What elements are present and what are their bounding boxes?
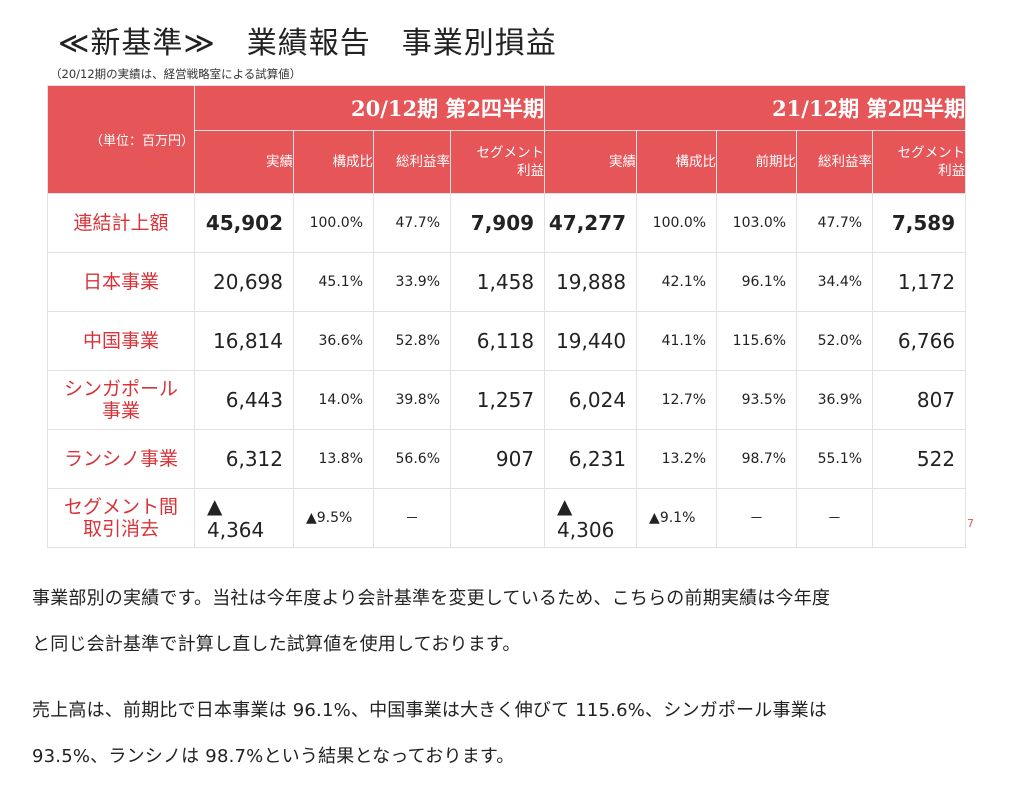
table-cell: 33.9% bbox=[373, 252, 451, 312]
slide-title: ≪新基準≫ 業績報告 事業別損益 bbox=[58, 26, 557, 61]
col-header-curr-3: 総利益率 bbox=[796, 130, 874, 194]
row-label: シンガポール 事業 bbox=[47, 370, 195, 430]
table-cell: 52.0% bbox=[796, 311, 874, 371]
table-cell: 52.8% bbox=[373, 311, 451, 371]
table-row: 中国事業 16,814 36.6% 52.8% 6,118 19,440 41.1% 115.… bbox=[47, 311, 967, 371]
table-cell: 96.1% bbox=[716, 252, 798, 312]
table-cell: 115.6% bbox=[716, 311, 798, 371]
table-row: 連結計上額 45,902 100.0% 47.7% 7,909 47,277 100.0% 1… bbox=[47, 193, 967, 253]
table-cell: 39.8% bbox=[373, 370, 451, 430]
table-cell: 36.9% bbox=[796, 370, 874, 430]
article-paragraph-2-line-1: 売上高は、前期比で日本事業は 96.1%、中国事業は大きく伸びて 115.6%、… bbox=[32, 700, 828, 721]
table-cell: ▲9.5% bbox=[293, 488, 374, 548]
table-row: ランシノ事業 6,312 13.8% 56.6% 907 6,231 13.2% 98.7% 5… bbox=[47, 429, 967, 489]
table-row: セグメント間 取引消去 ▲ 4,364 ▲9.5% － ▲ 4,306 ▲9.1% －－ bbox=[47, 488, 967, 548]
table-cell: ▲9.1% bbox=[636, 488, 718, 548]
table-cell: 103.0% bbox=[716, 193, 798, 253]
table-cell: 13.2% bbox=[636, 429, 718, 489]
table-cell: 13.8% bbox=[293, 429, 374, 489]
table-cell: 19,440 bbox=[544, 311, 638, 371]
table-cell: 6,766 bbox=[872, 311, 967, 371]
table-cell: 47.7% bbox=[796, 193, 874, 253]
table-cell: 20,698 bbox=[194, 252, 294, 312]
slide-note: （20/12期の実績は、経営戦略室による試算値） bbox=[50, 67, 302, 81]
table-cell: 1,458 bbox=[449, 252, 546, 312]
table-cell: 6,024 bbox=[544, 370, 638, 430]
article-paragraph-1-line-1: 事業部別の実績です。当社は今年度より会計基準を変更しているため、こちらの前期実績… bbox=[32, 588, 831, 609]
table-cell: 45.1% bbox=[293, 252, 374, 312]
table-cell: 100.0% bbox=[293, 193, 374, 253]
table-cell: 55.1% bbox=[796, 429, 874, 489]
table-cell: ▲ 4,306 bbox=[544, 488, 638, 548]
table-cell: 7,589 bbox=[872, 193, 967, 253]
period-header-curr: 21/12期 第2四半期 bbox=[544, 85, 967, 131]
col-header-curr-2: 前期比 bbox=[716, 130, 798, 194]
col-header-prev-2: 総利益率 bbox=[373, 130, 451, 194]
table-cell: 6,118 bbox=[449, 311, 546, 371]
table-cell: － bbox=[373, 488, 451, 548]
row-label: 連結計上額 bbox=[47, 193, 195, 253]
table-cell: 41.1% bbox=[636, 311, 718, 371]
table-cell bbox=[872, 488, 967, 548]
col-header-prev-3: セグメント 利益 bbox=[449, 130, 546, 194]
article-paragraph-2-line-2: 93.5%、ランシノは 98.7%という結果となっております。 bbox=[32, 746, 515, 767]
table-cell: 6,231 bbox=[544, 429, 638, 489]
col-header-curr-0: 実績 bbox=[544, 130, 638, 194]
table-cell: － bbox=[716, 488, 798, 548]
row-label: セグメント間 取引消去 bbox=[47, 488, 195, 548]
table-cell: 45,902 bbox=[194, 193, 294, 253]
table-cell: 56.6% bbox=[373, 429, 451, 489]
table-cell: 47.7% bbox=[373, 193, 451, 253]
table-cell: 1,257 bbox=[449, 370, 546, 430]
row-label: 中国事業 bbox=[47, 311, 195, 371]
table-cell: 522 bbox=[872, 429, 967, 489]
table-cell: 47,277 bbox=[544, 193, 638, 253]
table-cell: 6,312 bbox=[194, 429, 294, 489]
unit-header: （単位：百万円） bbox=[47, 85, 195, 194]
table-cell: 1,172 bbox=[872, 252, 967, 312]
table-cell: 98.7% bbox=[716, 429, 798, 489]
slide-image: ≪新基準≫ 業績報告 事業別損益 （20/12期の実績は、経営戦略室による試算値… bbox=[47, 26, 974, 548]
table-cell bbox=[449, 488, 546, 548]
table-cell: 6,443 bbox=[194, 370, 294, 430]
table-cell: 34.4% bbox=[796, 252, 874, 312]
table-row: 日本事業 20,698 45.1% 33.9% 1,458 19,888 42.1% 96.1… bbox=[47, 252, 967, 312]
table-cell: 7,909 bbox=[449, 193, 546, 253]
table-cell: 12.7% bbox=[636, 370, 718, 430]
table-cell: 16,814 bbox=[194, 311, 294, 371]
table-cell: 14.0% bbox=[293, 370, 374, 430]
segment-profit-table: （単位：百万円） 20/12期 第2四半期 21/12期 第2四半期 実績 構成比… bbox=[47, 85, 967, 548]
table-cell: 807 bbox=[872, 370, 967, 430]
article-paragraph-1-line-2: と同じ会計基準で計算し直した試算値を使用しております。 bbox=[32, 634, 521, 655]
table-cell: 93.5% bbox=[716, 370, 798, 430]
col-header-curr-4: セグメント 利益 bbox=[872, 130, 967, 194]
table-cell: 19,888 bbox=[544, 252, 638, 312]
page-number: 7 bbox=[967, 517, 974, 530]
col-header-curr-1: 構成比 bbox=[636, 130, 718, 194]
col-header-prev-0: 実績 bbox=[194, 130, 294, 194]
table-cell: 42.1% bbox=[636, 252, 718, 312]
row-label: ランシノ事業 bbox=[47, 429, 195, 489]
table-cell: 36.6% bbox=[293, 311, 374, 371]
table-cell: 100.0% bbox=[636, 193, 718, 253]
row-label: 日本事業 bbox=[47, 252, 195, 312]
table-cell: ▲ 4,364 bbox=[194, 488, 294, 548]
table-cell: － bbox=[796, 488, 874, 548]
col-header-prev-1: 構成比 bbox=[293, 130, 374, 194]
table-cell: 907 bbox=[449, 429, 546, 489]
table-row: シンガポール 事業 6,443 14.0% 39.8% 1,257 6,024 12.7% 9… bbox=[47, 370, 967, 430]
period-header-prev: 20/12期 第2四半期 bbox=[193, 85, 546, 131]
